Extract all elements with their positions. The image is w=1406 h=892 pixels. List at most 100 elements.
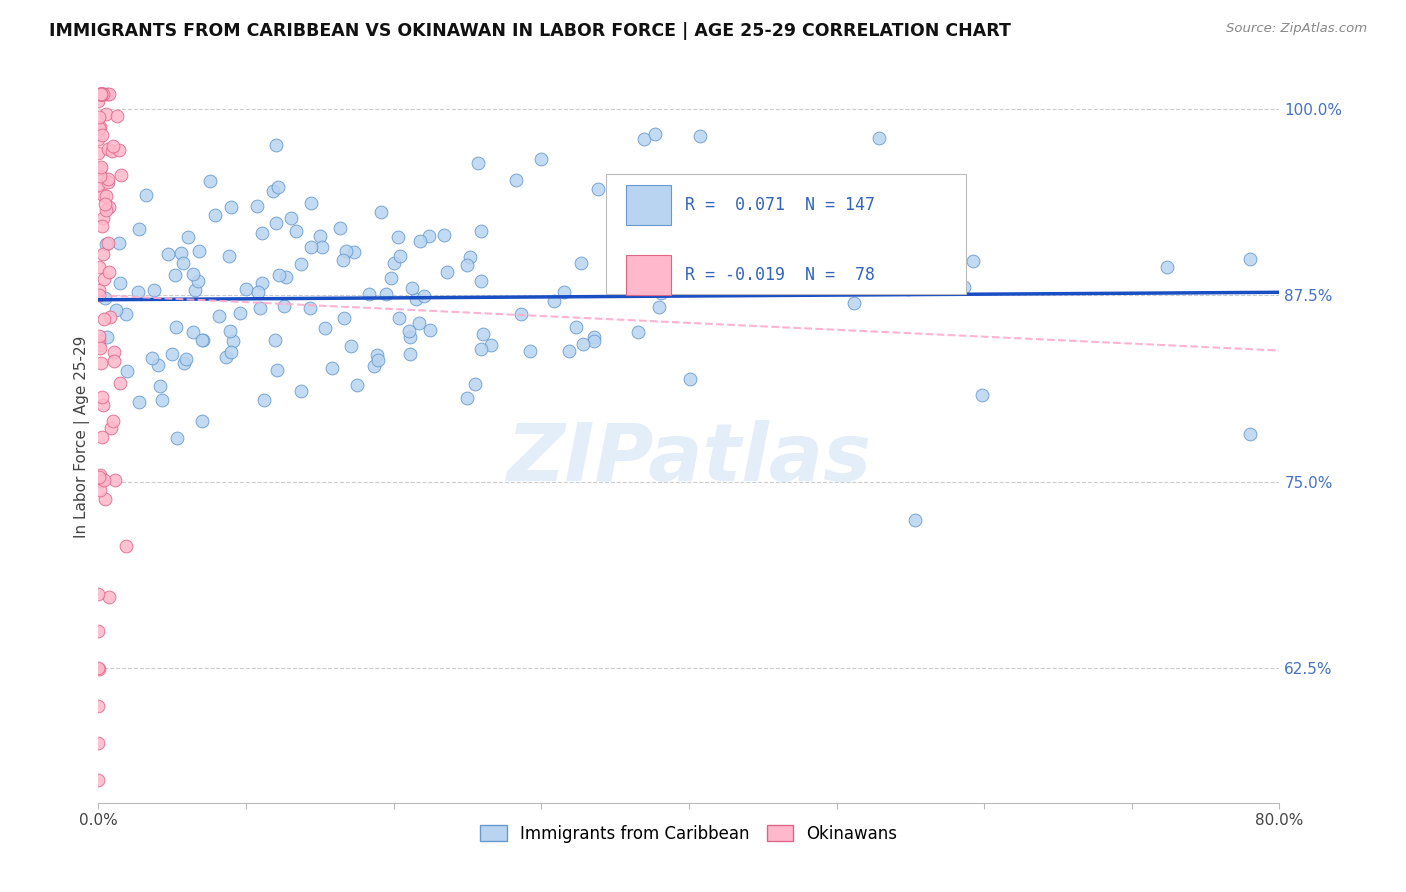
Point	[87, 178, 110, 192]
Point	[94, 197, 117, 211]
Point	[321, 361, 343, 376]
Point	[380, 270, 402, 285]
Point	[184, 283, 207, 297]
Point	[470, 342, 492, 356]
Point	[264, 216, 287, 230]
Point	[505, 173, 527, 187]
Point	[98, 201, 121, 215]
Point	[89, 341, 111, 355]
Point	[128, 222, 150, 236]
Point	[107, 235, 129, 250]
Point	[904, 513, 927, 527]
Point	[250, 276, 273, 290]
Point	[399, 347, 422, 361]
Point	[221, 334, 243, 348]
Point	[569, 256, 592, 270]
Point	[605, 200, 627, 214]
Point	[246, 199, 269, 213]
Point	[583, 334, 606, 348]
Point	[91, 87, 114, 101]
Point	[100, 420, 122, 434]
Point	[558, 344, 581, 359]
Point	[174, 351, 197, 366]
Point	[479, 337, 502, 351]
Point	[409, 235, 432, 249]
Point	[582, 330, 605, 344]
Point	[90, 87, 112, 101]
Point	[253, 392, 276, 407]
Point	[1156, 260, 1178, 274]
Point	[204, 208, 226, 222]
Point	[91, 87, 114, 101]
Point	[90, 87, 112, 101]
Point	[897, 282, 920, 296]
Point	[172, 256, 194, 270]
Point	[89, 87, 111, 101]
Point	[458, 250, 481, 264]
Point	[472, 327, 495, 342]
Point	[470, 274, 492, 288]
Point	[89, 87, 111, 101]
Point	[198, 174, 221, 188]
Point	[274, 269, 297, 284]
Point	[626, 325, 648, 339]
Point	[290, 384, 312, 399]
Point	[219, 345, 242, 359]
Point	[706, 272, 728, 286]
Point	[412, 289, 434, 303]
Point	[842, 296, 865, 310]
Point	[398, 324, 420, 338]
Point	[262, 185, 284, 199]
Point	[342, 245, 364, 260]
Point	[689, 129, 711, 144]
Point	[93, 312, 115, 326]
Point	[87, 120, 110, 135]
Legend: Immigrants from Caribbean, Okinawans: Immigrants from Caribbean, Okinawans	[474, 818, 904, 849]
Point	[93, 491, 115, 506]
Point	[93, 188, 115, 202]
Point	[91, 211, 114, 226]
Point	[103, 414, 125, 428]
Point	[90, 475, 112, 489]
Point	[647, 300, 669, 314]
Point	[530, 152, 553, 166]
Point	[87, 124, 110, 138]
Point	[97, 265, 120, 279]
Point	[87, 624, 110, 639]
Point	[309, 228, 332, 243]
Point	[115, 539, 138, 553]
Point	[91, 430, 114, 444]
Point	[94, 203, 117, 218]
Point	[104, 473, 127, 487]
Point	[252, 226, 274, 240]
Point	[464, 377, 486, 392]
Point	[107, 143, 129, 157]
Point	[87, 587, 110, 601]
Point	[93, 473, 115, 487]
Point	[165, 268, 187, 283]
Point	[87, 661, 110, 675]
Point	[219, 324, 242, 338]
Point	[650, 285, 672, 300]
Point	[160, 347, 183, 361]
Point	[105, 303, 128, 318]
Point	[340, 338, 363, 352]
Point	[470, 224, 492, 238]
Point	[273, 299, 295, 313]
Point	[87, 260, 110, 275]
Point	[191, 334, 214, 348]
Point	[89, 483, 111, 497]
Point	[329, 221, 352, 235]
Point	[87, 131, 110, 145]
Point	[91, 87, 114, 101]
Point	[98, 310, 121, 324]
Point	[97, 236, 120, 251]
Point	[191, 333, 214, 347]
Point	[101, 144, 124, 158]
Point	[89, 120, 111, 135]
Point	[285, 224, 308, 238]
Point	[87, 662, 110, 676]
Point	[962, 253, 984, 268]
Point	[87, 288, 110, 302]
Point	[388, 249, 411, 263]
